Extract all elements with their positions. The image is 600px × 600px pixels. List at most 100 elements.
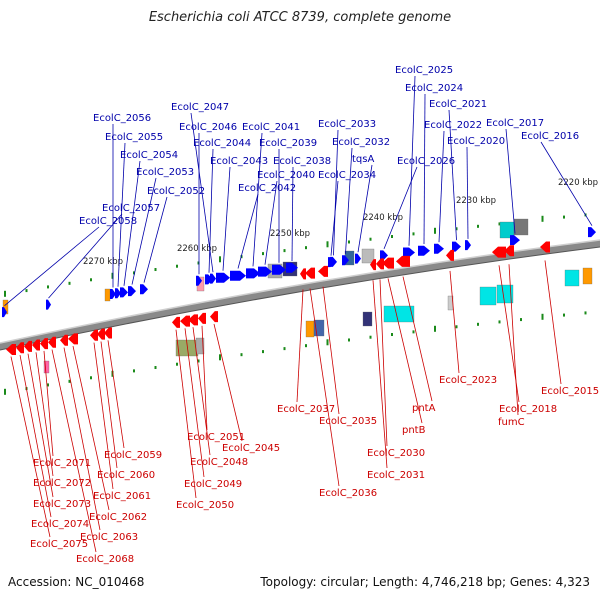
gene-arrow-ecolc_2030[interactable] <box>376 258 384 270</box>
gene-arrow-ecolc_2050[interactable] <box>172 316 180 328</box>
gene-label-ecolc_2050[interactable]: EcolC_2050 <box>176 500 234 511</box>
gene-arrow-ecolc_2073[interactable] <box>24 340 32 352</box>
gene-label-ecolc_2037[interactable]: EcolC_2037 <box>277 404 335 415</box>
gene-label-ecolc_2057[interactable]: EcolC_2057 <box>102 203 160 214</box>
gene-label-ecolc_2074[interactable]: EcolC_2074 <box>31 519 89 530</box>
gene-arrow-ecolc_2022[interactable] <box>434 243 444 254</box>
gene-arrow-ecolc_2072[interactable] <box>32 339 40 351</box>
gene-label-ecolc_2036[interactable]: EcolC_2036 <box>319 488 377 499</box>
gene-arrow-ecolc_2074[interactable] <box>16 342 24 354</box>
gene-label-ecolc_2046[interactable]: EcolC_2046 <box>179 122 237 133</box>
gene-label-ecolc_2062[interactable]: EcolC_2062 <box>89 512 147 523</box>
gene-arrow-ecolc_2061[interactable] <box>90 329 98 341</box>
gene-label-ecolc_2043[interactable]: EcolC_2043 <box>210 156 268 167</box>
gene-label-ecolc_2048[interactable]: EcolC_2048 <box>190 457 248 468</box>
gene-arrow-tqsa[interactable] <box>355 253 361 264</box>
gene-arrow-ecolc_2026[interactable] <box>380 250 388 261</box>
gene-arrow-ecolc_2031[interactable] <box>370 259 376 271</box>
gene-label-ecolc_2073[interactable]: EcolC_2073 <box>33 499 91 510</box>
gene-arrow-ecolc_2049[interactable] <box>180 315 190 327</box>
gene-label-ecolc_2017[interactable]: EcolC_2017 <box>486 118 544 129</box>
gene-arrow-ecolc_2059[interactable] <box>104 327 112 339</box>
gene-arrow-ecolc_2044[interactable] <box>205 274 213 285</box>
gene-label-ecolc_2039[interactable]: EcolC_2039 <box>259 138 317 149</box>
gene-arrow-ecolc_2055[interactable] <box>115 288 121 299</box>
gene-label-ecolc_2040[interactable]: EcolC_2040 <box>257 170 315 181</box>
gene-label-ecolc_2072[interactable]: EcolC_2072 <box>33 478 91 489</box>
gene-label-ecolc_2021[interactable]: EcolC_2021 <box>429 99 487 110</box>
gene-arrow-ecolc_2023[interactable] <box>446 249 454 261</box>
gene-label-ecolc_2044[interactable]: EcolC_2044 <box>193 138 251 149</box>
gene-arrow-ecolc_2017[interactable] <box>510 235 520 246</box>
gene-label-ecolc_2054[interactable]: EcolC_2054 <box>120 150 178 161</box>
gene-label-ecolc_2061[interactable]: EcolC_2061 <box>93 491 151 502</box>
gene-label-ecolc_2034[interactable]: EcolC_2034 <box>318 170 376 181</box>
gene-arrow-ecolc_2020[interactable] <box>465 240 471 251</box>
gene-arrow-ecolc_2034[interactable] <box>328 257 334 268</box>
gene-arrow-ecolc_2052[interactable] <box>140 284 148 295</box>
gene-arrow-ecolc_2071[interactable] <box>40 338 48 350</box>
gene-arrow-ecolc_2048[interactable] <box>188 314 198 326</box>
gene-arrow-ecolc_2057[interactable] <box>46 299 51 310</box>
gene-arrow-ecolc_2015[interactable] <box>540 241 550 253</box>
gene-arrow-ecolc_2043[interactable] <box>216 272 230 283</box>
gene-arrow-ecolc_2062[interactable] <box>68 333 78 345</box>
gene-label-ecolc_2015[interactable]: EcolC_2015 <box>541 386 599 397</box>
gene-label-ecolc_2056[interactable]: EcolC_2056 <box>93 113 151 124</box>
gene-label-ecolc_2053[interactable]: EcolC_2053 <box>136 167 194 178</box>
gene-arrow-ecolc_2047[interactable] <box>210 273 216 284</box>
gene-arrow-ecolc_2016[interactable] <box>588 227 596 238</box>
gene-label-ecolc_2035[interactable]: EcolC_2035 <box>319 416 377 427</box>
gene-label-ecolc_2055[interactable]: EcolC_2055 <box>105 132 163 143</box>
gene-label-ecolc_2031[interactable]: EcolC_2031 <box>367 470 425 481</box>
gene-arrow-ecolc_2042[interactable] <box>230 270 246 281</box>
gene-arrow-pnta[interactable] <box>396 255 410 267</box>
gene-label-tqsa[interactable]: tqsA <box>352 154 374 165</box>
gene-arrow-ecolc_2054[interactable] <box>120 287 128 298</box>
gene-label-ecolc_2051[interactable]: EcolC_2051 <box>187 432 245 443</box>
gene-arrow-ecolc_2024[interactable] <box>418 245 430 256</box>
gene-label-ecolc_2052[interactable]: EcolC_2052 <box>147 186 205 197</box>
gene-arrow-ecolc_2038[interactable] <box>286 262 298 273</box>
gene-arrow-ecolc_2046[interactable] <box>196 275 202 286</box>
gene-arrow-ecolc_2056[interactable] <box>110 289 116 300</box>
gene-label-ecolc_2026[interactable]: EcolC_2026 <box>397 156 455 167</box>
gene-label-ecolc_2023[interactable]: EcolC_2023 <box>439 375 497 386</box>
gene-label-ecolc_2038[interactable]: EcolC_2038 <box>273 156 331 167</box>
gene-arrow-ecolc_2032[interactable] <box>342 255 349 266</box>
gene-arrow-ecolc_2039[interactable] <box>272 264 286 275</box>
gene-arrow-ecolc_2075[interactable] <box>6 343 16 355</box>
gene-label-ecolc_2049[interactable]: EcolC_2049 <box>184 479 242 490</box>
gene-arrow-ecolc_2021[interactable] <box>452 241 461 252</box>
gene-label-ecolc_2022[interactable]: EcolC_2022 <box>424 120 482 131</box>
gene-label-ecolc_2020[interactable]: EcolC_2020 <box>447 136 505 147</box>
gene-label-ecolc_2071[interactable]: EcolC_2071 <box>33 458 91 469</box>
gene-arrow-pntb[interactable] <box>382 257 394 269</box>
gene-arrow-ecolc_2037[interactable] <box>300 268 306 280</box>
gene-arrow-ecolc_2025[interactable] <box>403 247 415 258</box>
gene-arrow-ecolc_2053[interactable] <box>128 286 136 297</box>
gene-label-ecolc_2045[interactable]: EcolC_2045 <box>222 443 280 454</box>
gene-arrow-ecolc_2035[interactable] <box>318 265 328 277</box>
gene-arrow-ecolc_2063[interactable] <box>60 334 68 346</box>
gene-label-ecolc_2075[interactable]: EcolC_2075 <box>30 539 88 550</box>
gene-arrow-ecolc_2040[interactable] <box>258 266 272 277</box>
gene-arrow-ecolc_2045[interactable] <box>210 311 218 323</box>
gene-arrow-ecolc_2060[interactable] <box>97 328 105 340</box>
gene-label-ecolc_2042[interactable]: EcolC_2042 <box>238 183 296 194</box>
gene-label-ecolc_2032[interactable]: EcolC_2032 <box>332 137 390 148</box>
gene-arrow-fumc[interactable] <box>504 245 514 257</box>
gene-label-ecolc_2018[interactable]: EcolC_2018 <box>499 404 557 415</box>
gene-label-ecolc_2068[interactable]: EcolC_2068 <box>76 554 134 565</box>
gene-arrow-ecolc_2068[interactable] <box>48 336 56 348</box>
gene-label-ecolc_2030[interactable]: EcolC_2030 <box>367 448 425 459</box>
gene-arrow-ecolc_2036[interactable] <box>305 267 315 279</box>
gene-label-ecolc_2058[interactable]: EcolC_2058 <box>79 216 137 227</box>
gene-arrow-ecolc_2041[interactable] <box>246 268 260 279</box>
gene-label-ecolc_2063[interactable]: EcolC_2063 <box>80 532 138 543</box>
gene-label-ecolc_2041[interactable]: EcolC_2041 <box>242 122 300 133</box>
gene-label-ecolc_2024[interactable]: EcolC_2024 <box>405 83 463 94</box>
gene-label-ecolc_2016[interactable]: EcolC_2016 <box>521 131 579 142</box>
gene-label-pntb[interactable]: pntB <box>402 425 426 436</box>
gene-label-ecolc_2059[interactable]: EcolC_2059 <box>104 450 162 461</box>
